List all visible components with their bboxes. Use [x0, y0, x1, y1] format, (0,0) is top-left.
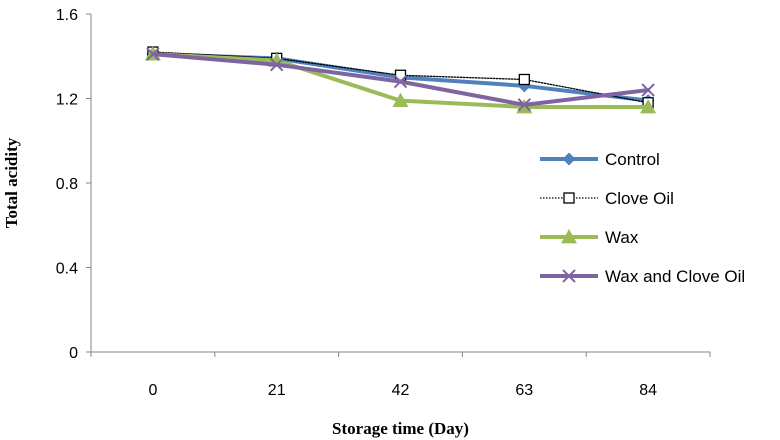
series-layer [144, 46, 657, 114]
legend-label: Wax and Clove Oil [605, 267, 745, 286]
series-wax-and-clove-oil [146, 47, 655, 112]
legend-marker [562, 269, 576, 283]
data-point-wax-and-clove-oil [269, 57, 284, 72]
data-point-wax-and-clove-oil [641, 83, 655, 97]
legend-item-control: Control [540, 150, 660, 169]
x-tick-label: 42 [392, 382, 410, 399]
x-axis-title: Storage time (Day) [332, 419, 469, 438]
legend-item-wax-and-clove-oil: Wax and Clove Oil [540, 267, 745, 286]
legend-marker [563, 192, 575, 204]
x-tick-label: 21 [268, 382, 286, 399]
y-tick-label: 0.8 [56, 176, 78, 193]
legend-marker [562, 152, 576, 166]
y-axis-title: Total acidity [2, 137, 21, 228]
legend-item-wax: Wax [540, 228, 639, 247]
legend-label: Control [605, 150, 660, 169]
y-tick-label: 0 [69, 345, 78, 362]
data-point-wax-and-clove-oil [146, 47, 160, 61]
legend-item-clove-oil: Clove Oil [540, 189, 674, 208]
legend: Control Clove Oil Wax Wax and Clove Oil [540, 150, 745, 286]
legend-marker [561, 229, 577, 244]
y-tick-label: 0.4 [56, 261, 78, 278]
y-tick-label: 1.6 [56, 7, 78, 24]
x-tick-label: 84 [639, 382, 657, 399]
data-point-wax [392, 92, 409, 108]
data-point-wax-and-clove-oil [393, 74, 408, 89]
data-point-clove-oil [518, 73, 530, 86]
x-tick-label: 63 [515, 382, 533, 399]
data-point-wax-and-clove-oil [517, 98, 532, 112]
axes: 0 0.4 0.8 1.2 1.6 0 21 42 63 84 [56, 7, 711, 399]
x-tick-label: 0 [148, 382, 157, 399]
data-point-wax [640, 98, 657, 114]
legend-label: Clove Oil [605, 189, 674, 208]
y-tick-label: 1.2 [56, 92, 78, 109]
legend-label: Wax [605, 228, 639, 247]
